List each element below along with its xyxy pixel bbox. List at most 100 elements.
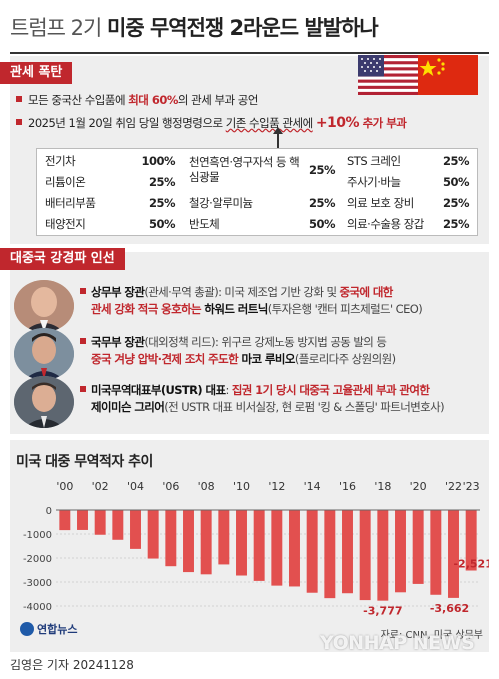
person-2-note: (플로리다주 상원의원) xyxy=(294,352,396,366)
yonhap-logo-icon xyxy=(20,622,34,636)
tariff-item-pct: 25% xyxy=(442,217,470,231)
bar-2005 xyxy=(147,510,159,559)
tariff-item-pct: 25% xyxy=(308,196,336,210)
tariff-row: 천연흑연·영구자석 등 핵심광물 25% xyxy=(189,151,336,189)
person-portrait-icon xyxy=(14,328,74,380)
y-tick-label: -3000 xyxy=(23,578,52,589)
tariff-item-name: 반도체 xyxy=(189,217,220,231)
bullet2-highlight: 추가 부과 xyxy=(359,116,407,130)
bar-2008 xyxy=(200,510,212,575)
byline: 김영은 기자 20241128 xyxy=(10,658,134,672)
person-2-role-note: (대외정책 리드): 위구르 강제노동 방지법 공동 발의 등 xyxy=(144,335,387,349)
bullet2-text: 2025년 1월 20일 취임 당일 행정명령으로 xyxy=(28,116,226,130)
bar-2007 xyxy=(183,510,194,573)
person-3-role-note: : xyxy=(225,383,232,397)
person-2-text: 국무부 장관(대외정책 리드): 위구르 강제노동 방지법 공동 발의 등 중국… xyxy=(80,334,480,368)
tariff-item-pct: 25% xyxy=(442,196,470,210)
bullet-square-icon xyxy=(80,288,86,294)
title-light: 트럼프 2기 xyxy=(10,16,102,40)
tariff-bullet-1: 모든 중국산 수입품에 최대 60%의 관세 부과 공언 xyxy=(16,92,258,108)
tariff-row: 태양전지 50% xyxy=(45,215,176,233)
chart-source: 자료: CNN, 미국 상무부 xyxy=(380,630,483,641)
person-2-line-1: 국무부 장관(대외정책 리드): 위구르 강제노동 방지법 공동 발의 등 xyxy=(80,334,480,351)
tariff-item-name: 주사기·바늘 xyxy=(347,175,401,189)
tariff-item-name: 리튬이온 xyxy=(45,175,86,189)
bar-2010 xyxy=(236,510,247,576)
x-tick-label: '20 xyxy=(410,480,427,493)
watermark: YONHAP NEWS xyxy=(320,632,475,654)
person-2-name: 마코 루비오 xyxy=(238,352,296,366)
x-tick-label: '04 xyxy=(127,480,144,493)
tariff-row: 배터리부품 25% xyxy=(45,194,176,212)
tariff-item-name: 의료 보호 장비 xyxy=(347,196,414,210)
x-tick-label: '16 xyxy=(339,480,356,493)
y-tick-label: -1000 xyxy=(23,530,52,541)
bullet1-text: 모든 중국산 수입품에 xyxy=(28,93,129,107)
person-1-note: (투자은행 '캔터 피츠제럴드' CEO) xyxy=(267,302,423,316)
tariff-item-name: 태양전지 xyxy=(45,217,86,231)
tariff-item-name: 배터리부품 xyxy=(45,196,96,210)
y-tick-label: 0 xyxy=(46,506,52,517)
bullet-square-icon xyxy=(16,96,22,102)
tariff-item-pct: 25% xyxy=(148,196,176,210)
bar-2016 xyxy=(342,510,353,594)
person-3-highlight: 집권 1기 당시 대중국 고율관세 부과 관여한 xyxy=(231,383,430,397)
tariff-row: 반도체 50% xyxy=(189,215,336,233)
data-label-2023: -2,521 xyxy=(453,558,489,571)
bar-2015 xyxy=(324,510,336,599)
bullet-square-icon xyxy=(16,119,22,125)
x-tick-label: '00 xyxy=(56,480,73,493)
person-1-highlight-2: 관세 강화 적극 옹호하는 xyxy=(91,302,202,316)
bar-2012 xyxy=(271,510,283,586)
bullet-square-icon xyxy=(80,338,86,344)
bar-2023 xyxy=(465,510,477,571)
tariff-row: 의료 보호 장비 25% xyxy=(347,194,470,212)
x-tick-label: '02 xyxy=(92,480,109,493)
bar-2000 xyxy=(59,510,71,531)
hawks-panel xyxy=(10,252,489,434)
person-1-role: 상무부 장관 xyxy=(91,285,145,299)
bar-2019 xyxy=(395,510,406,593)
trade-deficit-chart: 0 -1000 -2000 -3000 -4000 '00 '02 '04 '06 '08 '10 '… xyxy=(23,480,489,618)
tariff-item-pct: 25% xyxy=(308,163,336,177)
bar-2006 xyxy=(165,510,177,567)
avatar-lutnick xyxy=(14,280,74,332)
x-tick-label: '08 xyxy=(198,480,215,493)
tariff-item-pct: 50% xyxy=(148,217,176,231)
bar-2001 xyxy=(77,510,88,530)
tariff-item-pct: 25% xyxy=(442,154,470,168)
bar-2004 xyxy=(130,510,141,549)
bar-2003 xyxy=(112,510,124,540)
bullet-square-icon xyxy=(80,386,86,392)
tariff-item-pct: 25% xyxy=(148,175,176,189)
bar-2002 xyxy=(94,510,106,535)
person-3-role: 미국무역대표부(USTR) 대표 xyxy=(91,383,226,397)
chart-panel xyxy=(10,440,489,652)
person-2-line-2: 중국 겨냥 압박·견제 조치 주도한 마코 루비오(플로리다주 상원의원) xyxy=(80,351,480,368)
x-tick-label: '22 xyxy=(445,480,462,493)
x-tick-label: '18 xyxy=(374,480,391,493)
avatar-rubio xyxy=(14,328,74,380)
bullet2-wavy-text: 기존 수입품 관세에 xyxy=(225,116,313,130)
data-label-2018: -3,777 xyxy=(363,605,402,618)
person-1-line-2: 관세 강화 적극 옹호하는 하워드 러트닉(투자은행 '캔터 피츠제럴드' CE… xyxy=(80,301,480,318)
x-tick-label: '10 xyxy=(233,480,250,493)
us-flag-icon xyxy=(358,55,418,95)
x-tick-label: '14 xyxy=(304,480,321,493)
data-label-2022: -3,662 xyxy=(430,602,469,615)
title-divider xyxy=(10,52,489,54)
person-3-line-2: 제이미슨 그리어(전 USTR 대표 비서실장, 현 로펌 '킹 & 스폴딩' … xyxy=(80,399,480,416)
avatar-greer xyxy=(14,376,74,428)
person-3-name: 제이미슨 그리어 xyxy=(91,400,165,414)
tariff-section-tag: 관세 폭탄 xyxy=(0,62,73,84)
bar-2014 xyxy=(306,510,318,593)
tariff-row: 리튬이온 25% xyxy=(45,173,176,191)
bar-2017 xyxy=(359,510,371,601)
tariff-bullet-2: 2025년 1월 20일 취임 당일 행정명령으로 기존 수입품 관세에 +10… xyxy=(16,115,407,131)
bar-2009 xyxy=(218,510,230,565)
tariff-item-pct: 50% xyxy=(308,217,336,231)
person-portrait-icon xyxy=(14,376,74,428)
bar-2020 xyxy=(412,510,424,584)
x-tick-label: '12 xyxy=(268,480,285,493)
tariff-row: 전기차 100% xyxy=(45,152,175,170)
